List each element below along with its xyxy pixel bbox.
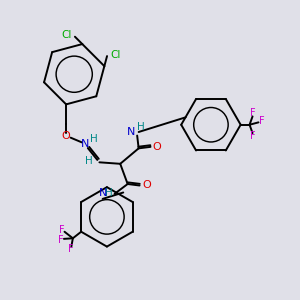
Text: F: F — [68, 244, 73, 254]
Text: H: H — [105, 188, 113, 198]
Text: N: N — [98, 188, 107, 198]
Text: F: F — [250, 131, 256, 141]
Text: Cl: Cl — [110, 50, 121, 60]
Text: O: O — [142, 181, 151, 190]
Text: F: F — [58, 235, 63, 245]
Text: H: H — [85, 156, 93, 166]
Text: F: F — [259, 116, 265, 126]
Text: Cl: Cl — [61, 30, 72, 40]
Text: F: F — [59, 225, 64, 235]
Text: H: H — [137, 122, 145, 132]
Text: F: F — [250, 108, 256, 118]
Text: N: N — [81, 140, 90, 149]
Text: O: O — [62, 131, 70, 141]
Text: O: O — [153, 142, 161, 152]
Text: N: N — [126, 127, 135, 137]
Text: H: H — [90, 134, 98, 144]
